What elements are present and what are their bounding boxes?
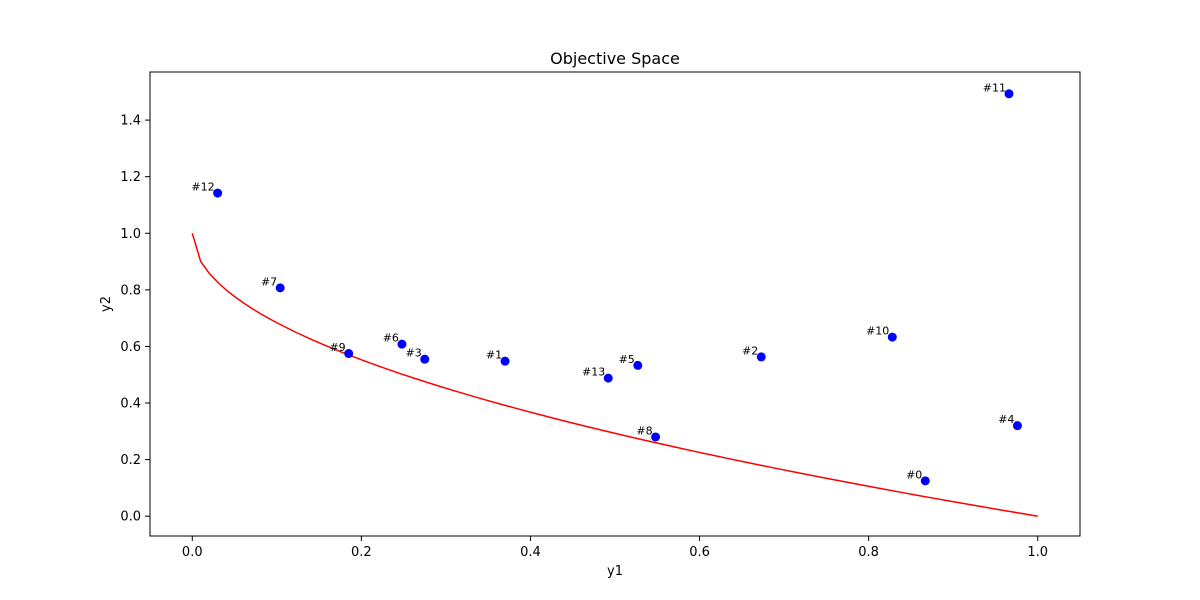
plot-area: #0#1 #2#3#4#5#6#7#8#9#10#11#12#13 0.0 0.2 0…	[120, 71, 1081, 560]
axes-frame	[149, 71, 1081, 537]
chart-title: Objective Space	[550, 49, 680, 68]
data-point-label: #12	[191, 181, 214, 194]
data-point	[213, 188, 223, 198]
y-axis-label: y2	[99, 296, 114, 312]
data-point	[651, 432, 661, 442]
data-point-label: #5	[619, 353, 635, 366]
data-point-label: #8	[636, 424, 652, 437]
data-point	[275, 283, 285, 293]
data-point-label: #3	[406, 347, 422, 360]
x-tick-label: 0.8	[858, 545, 879, 560]
y-tick-label: 0.6	[120, 340, 141, 355]
data-point-label: #0	[906, 468, 922, 481]
data-point-label: #13	[582, 366, 605, 379]
data-point	[1012, 421, 1022, 431]
data-point	[603, 373, 613, 383]
data-point-label: #10	[866, 325, 889, 338]
data-point	[420, 354, 430, 364]
data-point	[920, 476, 930, 486]
x-tick-label: 0.6	[689, 545, 710, 560]
x-tick-label: 0.2	[351, 545, 372, 560]
y-tick-label: 1.0	[120, 227, 141, 242]
data-point-label: #4	[998, 413, 1014, 426]
points-layer: #0 #1 #2 #3 #4 #5 #6 #7 #8 #9 #10 #11 #12 #13	[191, 81, 1022, 486]
x-axis-label: y1	[607, 564, 623, 579]
data-point	[887, 332, 897, 342]
data-point	[500, 356, 510, 366]
data-point-label: #2	[742, 344, 758, 357]
y-tick-label: 1.4	[120, 114, 141, 129]
data-point	[397, 339, 407, 349]
y-axis-ticks: 0.0 0.2 0.4 0.6 0.8 1.0 1.2 1.4	[120, 114, 150, 525]
data-point-label: #11	[983, 81, 1006, 94]
data-point	[633, 360, 643, 370]
y-tick-label: 0.8	[120, 283, 141, 298]
data-point-label: #7	[261, 275, 277, 288]
y-tick-label: 1.2	[120, 170, 141, 185]
y-tick-label: 0.0	[120, 510, 141, 525]
data-point	[756, 352, 766, 362]
data-point-label: #1	[486, 349, 502, 362]
pareto-front-curve	[191, 233, 1038, 517]
y-tick-label: 0.4	[120, 397, 141, 412]
data-point	[344, 349, 354, 359]
data-point-label: #9	[329, 341, 345, 354]
x-tick-label: 0.0	[182, 545, 203, 560]
data-point	[1004, 89, 1014, 99]
x-axis-ticks: 0.0 0.2 0.4 0.6 0.8 1.0	[182, 536, 1048, 560]
x-tick-label: 1.0	[1027, 545, 1048, 560]
data-point-label: #6	[383, 332, 399, 345]
x-tick-label: 0.4	[520, 545, 541, 560]
y-tick-label: 0.2	[120, 453, 141, 468]
